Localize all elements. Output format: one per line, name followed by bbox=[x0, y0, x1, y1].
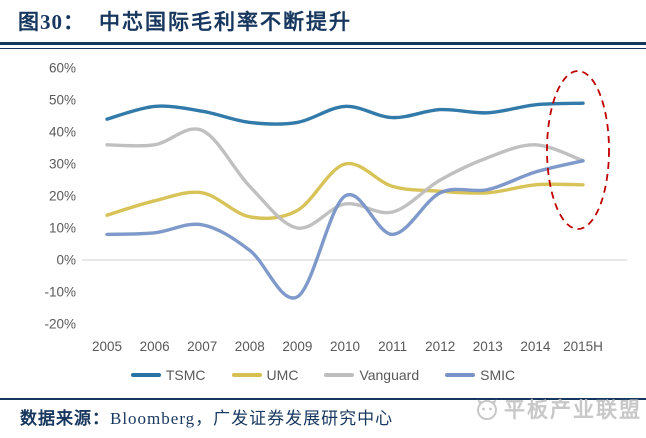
legend-item-smic: SMIC bbox=[445, 367, 515, 383]
x-axis-tick-label: 2013 bbox=[473, 339, 503, 354]
x-axis-tick-label: 2012 bbox=[425, 339, 455, 354]
source-text: Bloomberg，广发证券发展研究中心 bbox=[110, 409, 394, 428]
y-axis-tick-label: 40% bbox=[49, 125, 76, 140]
source-label: 数据来源： bbox=[20, 409, 110, 428]
series-line-smic bbox=[105, 159, 585, 300]
y-axis-tick-label: 0% bbox=[56, 253, 76, 268]
source-note: 数据来源：Bloomberg，广发证券发展研究中心 bbox=[20, 404, 620, 429]
series-line-vanguard bbox=[105, 127, 585, 230]
y-axis-tick-label: -20% bbox=[44, 317, 76, 332]
figure-number: 图30： bbox=[18, 10, 85, 34]
y-axis-tick-label: 20% bbox=[49, 189, 76, 204]
legend-label: TSMC bbox=[165, 367, 206, 383]
figure-title: 中芯国际毛利率不断提升 bbox=[99, 10, 352, 34]
series-line-tsmc bbox=[105, 101, 585, 126]
x-axis-tick-label: 2011 bbox=[378, 339, 407, 354]
chart-legend: TSMC UMC Vanguard SMIC bbox=[0, 366, 646, 384]
legend-label: Vanguard bbox=[359, 367, 420, 383]
legend-label: UMC bbox=[266, 367, 299, 383]
footer-divider bbox=[0, 398, 646, 400]
x-axis-tick-label: 2008 bbox=[235, 339, 265, 354]
x-axis-tick-label: 2010 bbox=[330, 339, 360, 354]
x-axis-tick-label: 2015H bbox=[563, 339, 603, 354]
x-axis-tick-label: 2005 bbox=[92, 339, 122, 354]
header-divider bbox=[0, 42, 646, 49]
legend-swatch bbox=[445, 373, 476, 377]
figure-header: 图30： 中芯国际毛利率不断提升 bbox=[0, 0, 646, 42]
legend-swatch bbox=[324, 373, 355, 377]
legend-swatch bbox=[130, 373, 161, 377]
y-axis-tick-label: 30% bbox=[49, 157, 76, 172]
series-line-umc bbox=[105, 161, 585, 221]
y-axis-tick-label: 50% bbox=[49, 93, 76, 108]
x-axis-tick-label: 2007 bbox=[187, 339, 217, 354]
y-axis-tick-label: -10% bbox=[44, 285, 76, 300]
legend-item-tsmc: TSMC bbox=[130, 367, 206, 383]
x-axis-tick-label: 2006 bbox=[140, 339, 170, 354]
highlight-ellipse-annotation bbox=[546, 70, 610, 230]
y-axis-tick-label: 10% bbox=[49, 221, 76, 236]
x-axis-tick-label: 2009 bbox=[282, 339, 312, 354]
y-axis-tick-label: 60% bbox=[49, 61, 76, 76]
legend-swatch bbox=[231, 373, 262, 377]
legend-item-umc: UMC bbox=[231, 367, 299, 383]
x-axis-tick-label: 2014 bbox=[520, 339, 551, 354]
legend-item-vanguard: Vanguard bbox=[324, 367, 419, 383]
legend-label: SMIC bbox=[480, 367, 516, 383]
